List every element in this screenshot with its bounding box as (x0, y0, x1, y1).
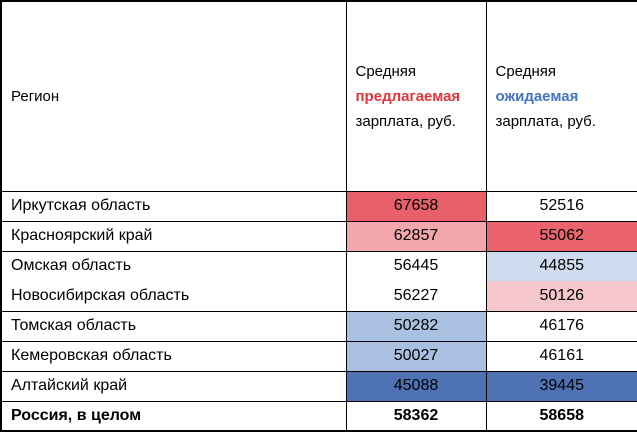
header-region-label: Регион (11, 87, 60, 105)
offered-salary-cell: 58362 (345, 400, 487, 432)
expected-salary-cell: 52516 (485, 190, 637, 222)
table-row-krasnoyarsk: Красноярский край 62857 55062 (0, 220, 637, 252)
region-cell: Кемеровская область (0, 340, 347, 372)
table-row-tomsk: Томская область 50282 46176 (0, 310, 637, 342)
expected-salary-cell: 39445 (485, 370, 637, 402)
table-row-novosibirsk: Новосибирская область 56227 50126 (0, 281, 637, 312)
expected-salary-cell: 58658 (485, 400, 637, 432)
header-offered-line2: предлагаемая (355, 87, 461, 105)
offered-salary-cell: 56445 (345, 250, 487, 281)
table-header: Регион Средняя предлагаемая зарплата, ру… (0, 0, 637, 192)
table-row-russia-total: Россия, в целом 58362 58658 (0, 400, 637, 432)
region-cell: Новосибирская область (0, 281, 347, 312)
header-offered-line1: Средняя (355, 62, 416, 80)
expected-salary-cell: 46176 (485, 310, 637, 342)
region-cell: Красноярский край (0, 220, 347, 252)
table-row-altai: Алтайский край 45088 39445 (0, 370, 637, 402)
region-cell: Омская область (0, 250, 347, 281)
header-expected-line3: зарплата, руб. (495, 112, 596, 130)
header-expected-salary: Средняя ожидаемая зарплата, руб. (485, 0, 637, 192)
region-cell: Иркутская область (0, 190, 347, 222)
offered-salary-cell: 50282 (345, 310, 487, 342)
header-expected-line2: ожидаемая (495, 87, 579, 105)
header-offered-line3: зарплата, руб. (355, 112, 456, 130)
table-row-kemerovo: Кемеровская область 50027 46161 (0, 340, 637, 372)
expected-salary-cell: 55062 (485, 220, 637, 252)
region-cell: Алтайский край (0, 370, 347, 402)
expected-salary-cell: 50126 (485, 281, 637, 312)
table-row-omsk: Омская область 56445 44855 (0, 250, 637, 281)
region-cell: Россия, в целом (0, 400, 347, 432)
table-row-irkutsk: Иркутская область 67658 52516 (0, 190, 637, 222)
offered-salary-cell: 62857 (345, 220, 487, 252)
header-offered-salary: Средняя предлагаемая зарплата, руб. (345, 0, 487, 192)
offered-salary-cell: 56227 (345, 281, 487, 312)
expected-salary-cell: 44855 (485, 250, 637, 281)
offered-salary-cell: 67658 (345, 190, 487, 222)
expected-salary-cell: 46161 (485, 340, 637, 372)
table-body: Иркутская область 67658 52516 Красноярск… (0, 190, 637, 432)
header-region: Регион (0, 0, 347, 192)
offered-salary-cell: 50027 (345, 340, 487, 372)
header-row: Регион Средняя предлагаемая зарплата, ру… (0, 0, 637, 192)
region-cell: Томская область (0, 310, 347, 342)
header-expected-line1: Средняя (495, 62, 556, 80)
offered-salary-cell: 45088 (345, 370, 487, 402)
